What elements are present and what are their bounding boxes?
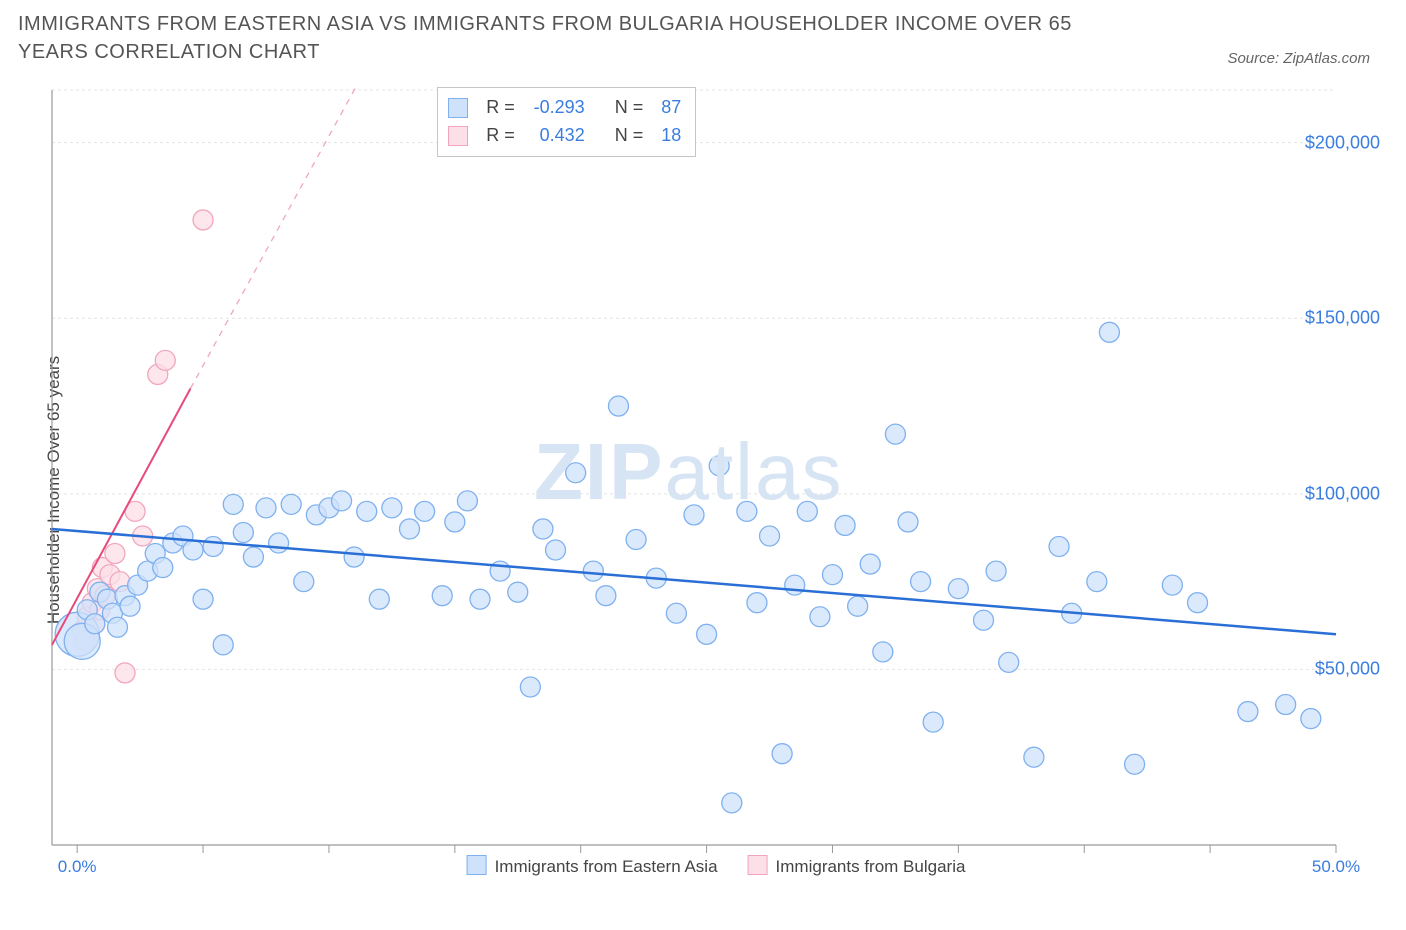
legend-swatch: [748, 855, 768, 875]
y-tick-label: $150,000: [1305, 308, 1380, 329]
stat-n-value: 18: [653, 122, 681, 150]
stats-legend-box: R = -0.293 N = 87 R = 0.432 N = 18: [437, 87, 696, 157]
y-tick-label: $50,000: [1315, 659, 1380, 680]
legend-swatch: [467, 855, 487, 875]
y-tick-label: $200,000: [1305, 132, 1380, 153]
x-tick-label: 0.0%: [58, 857, 97, 877]
plot-area: Householder Income Over 65 years ZIPatla…: [46, 85, 1386, 875]
stat-r-value: 0.432: [525, 122, 585, 150]
series-legend: Immigrants from Eastern Asia Immigrants f…: [467, 855, 966, 877]
stat-r-label: R =: [486, 94, 515, 122]
stat-n-label: N =: [615, 122, 644, 150]
stat-r-value: -0.293: [525, 94, 585, 122]
stat-n-label: N =: [615, 94, 644, 122]
chart-title: IMMIGRANTS FROM EASTERN ASIA VS IMMIGRAN…: [18, 10, 1138, 66]
stats-row: R = -0.293 N = 87: [448, 94, 681, 122]
legend-swatch: [448, 98, 468, 118]
x-tick-label: 50.0%: [1312, 857, 1360, 877]
chart-header: IMMIGRANTS FROM EASTERN ASIA VS IMMIGRAN…: [18, 10, 1388, 66]
stat-n-value: 87: [653, 94, 681, 122]
stats-row: R = 0.432 N = 18: [448, 122, 681, 150]
legend-item: Immigrants from Eastern Asia: [467, 855, 718, 877]
chart-source: Source: ZipAtlas.com: [1227, 50, 1370, 67]
stat-r-label: R =: [486, 122, 515, 150]
legend-swatch: [448, 126, 468, 146]
y-tick-label: $100,000: [1305, 483, 1380, 504]
scatter-chart: [46, 85, 1386, 875]
legend-item: Immigrants from Bulgaria: [748, 855, 966, 877]
